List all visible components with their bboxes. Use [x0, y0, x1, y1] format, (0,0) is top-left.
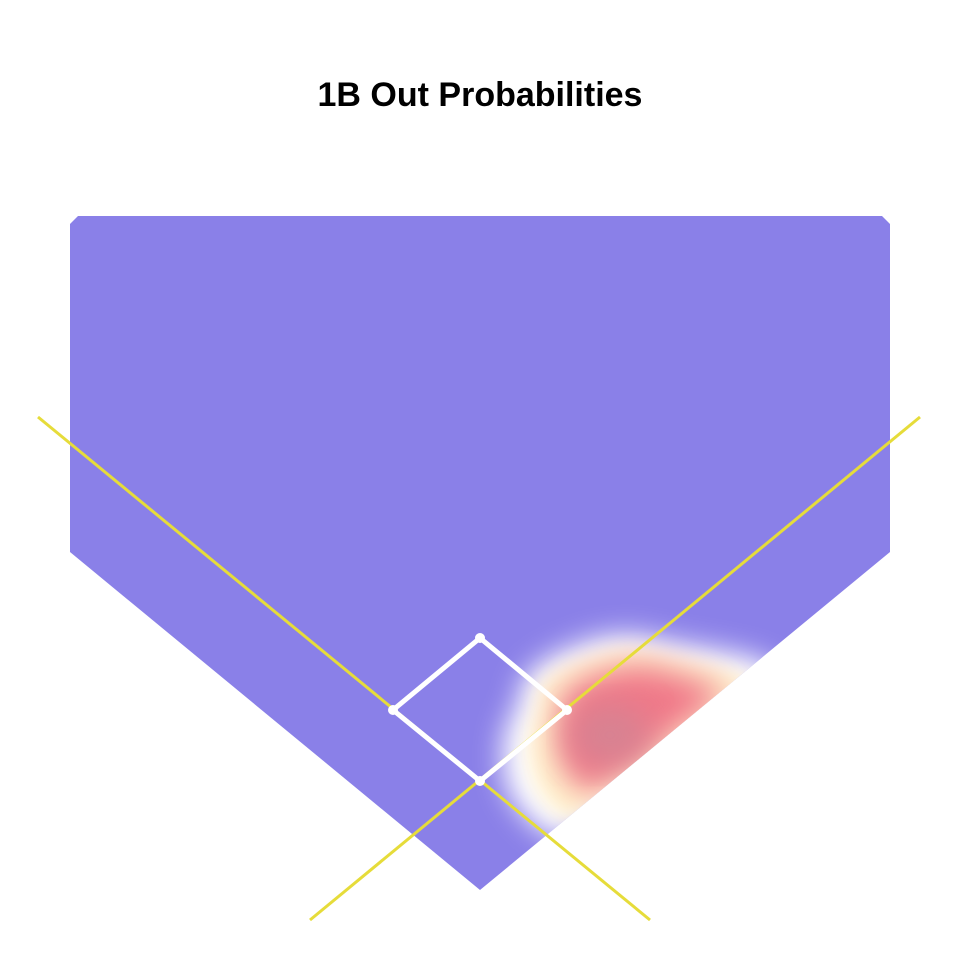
heat-peak [570, 703, 650, 767]
third-base [388, 705, 398, 715]
chart-title: 1B Out Probabilities [317, 76, 643, 114]
home-plate [475, 776, 485, 786]
right-foul-line [309, 415, 921, 922]
left-foul-line [37, 415, 651, 922]
first-base [562, 705, 572, 715]
field-heatmap-background [70, 216, 890, 890]
second-base [475, 633, 485, 643]
high-probability-region [502, 634, 790, 840]
